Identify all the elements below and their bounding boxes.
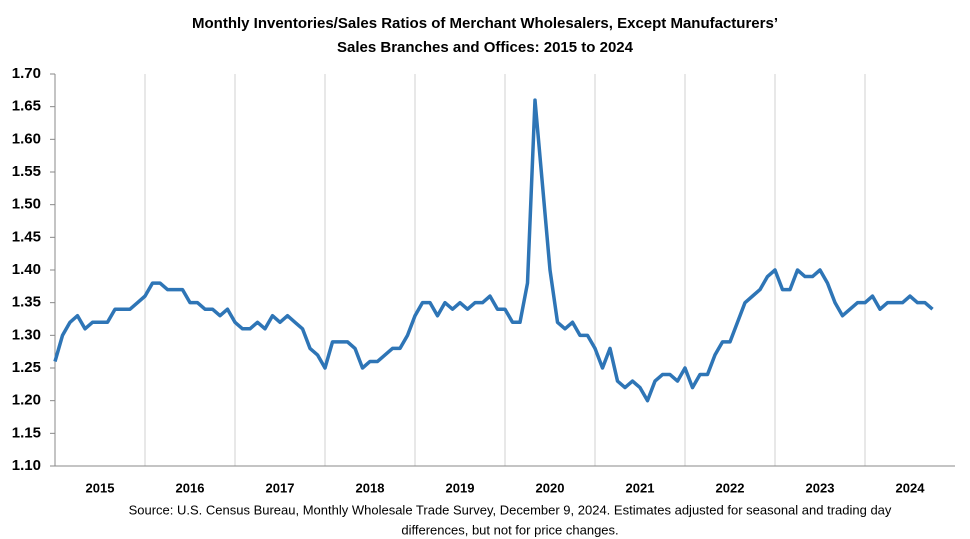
x-tick-label: 2015 [86, 480, 115, 495]
chart-title: Monthly Inventories/Sales Ratios of Merc… [192, 15, 778, 32]
y-tick-label: 1.30 [12, 326, 41, 343]
y-tick-label: 1.15 [12, 424, 41, 441]
x-tick-label: 2024 [896, 480, 926, 495]
y-tick-label: 1.70 [12, 65, 41, 82]
y-tick-label: 1.35 [12, 294, 41, 311]
y-tick-label: 1.65 [12, 98, 41, 115]
y-tick-label: 1.10 [12, 457, 41, 474]
source-note: Source: U.S. Census Bureau, Monthly Whol… [129, 502, 892, 517]
source-note: differences, but not for price changes. [401, 522, 618, 537]
y-tick-label: 1.20 [12, 392, 41, 409]
x-tick-label: 2016 [176, 480, 205, 495]
x-tick-label: 2019 [446, 480, 475, 495]
x-tick-label: 2022 [716, 480, 745, 495]
data-line [53, 98, 934, 403]
x-tick-label: 2023 [806, 480, 835, 495]
y-tick-label: 1.40 [12, 261, 41, 278]
x-tick-label: 2020 [536, 480, 565, 495]
y-tick-label: 1.45 [12, 228, 41, 245]
y-tick-label: 1.50 [12, 196, 41, 213]
x-tick-label: 2017 [266, 480, 295, 495]
x-tick-label: 2018 [356, 480, 385, 495]
y-tick-label: 1.55 [12, 163, 41, 180]
y-tick-label: 1.60 [12, 130, 41, 147]
x-tick-label: 2021 [626, 480, 655, 495]
y-tick-label: 1.25 [12, 359, 41, 376]
chart-title: Sales Branches and Offices: 2015 to 2024 [337, 39, 634, 56]
